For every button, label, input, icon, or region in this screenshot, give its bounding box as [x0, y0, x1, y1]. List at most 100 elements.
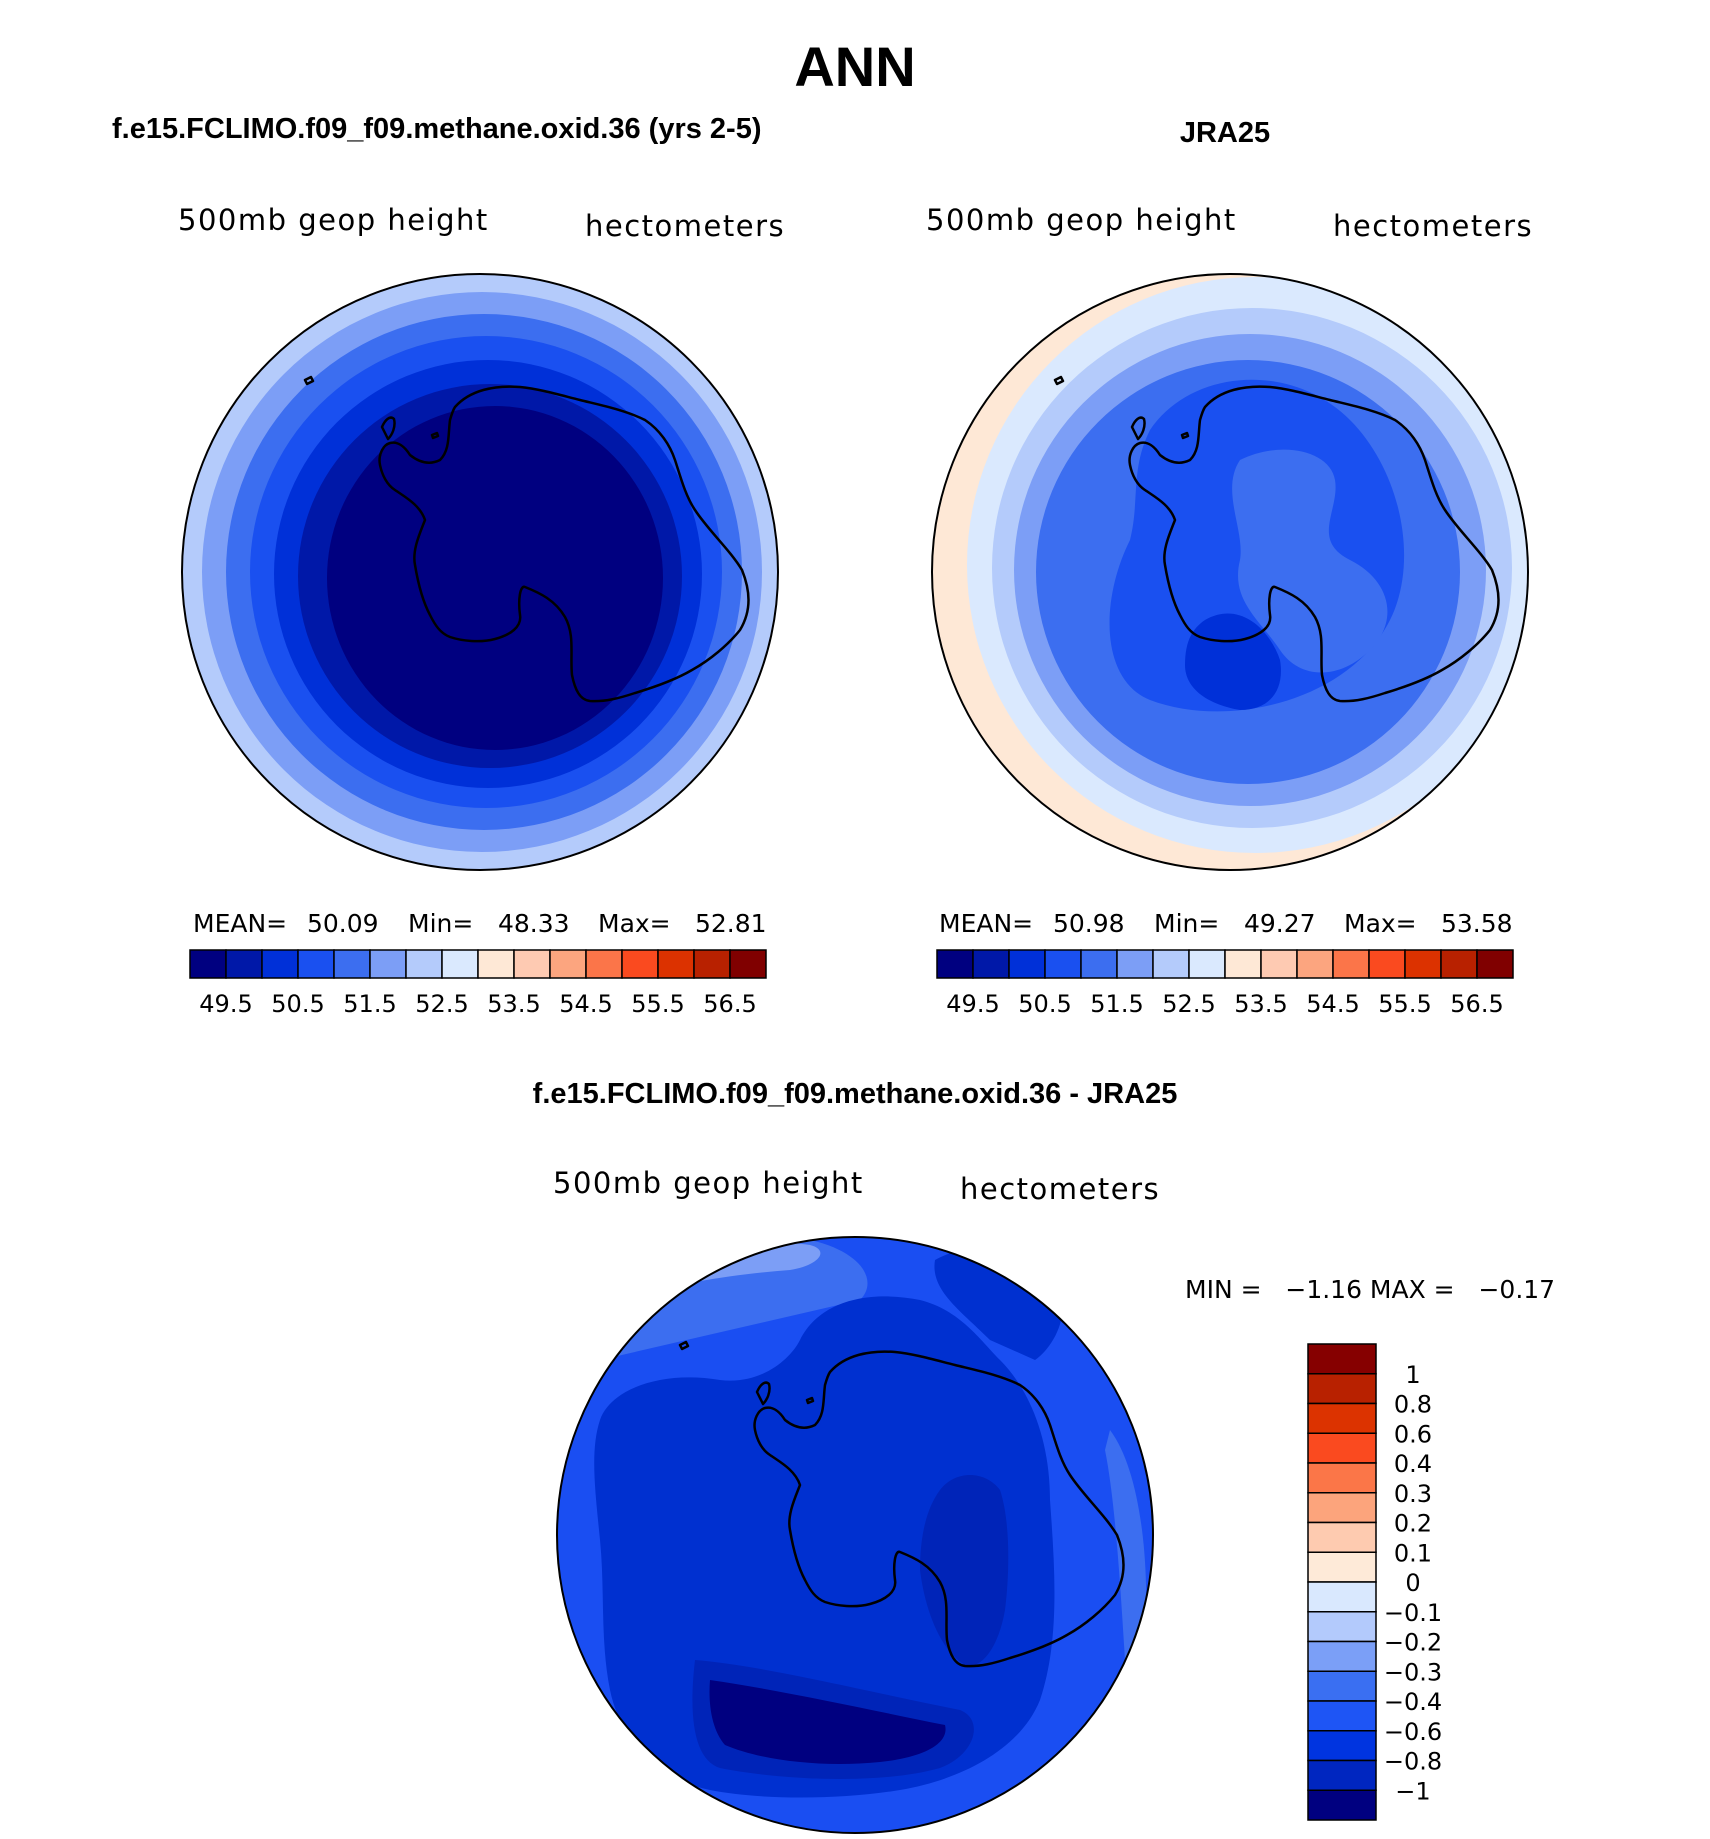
panel-model-mean-label: MEAN=	[193, 909, 287, 938]
colorbar-box	[1307, 1521, 1377, 1553]
colorbar-box	[1404, 949, 1442, 979]
colorbar-tick-label: 1	[1405, 1361, 1420, 1389]
colorbar-tick-label: 56.5	[703, 990, 756, 1018]
colorbar-tick-label: 54.5	[1306, 990, 1359, 1018]
contour-band	[709, 1680, 946, 1765]
panel-model-units-label: hectometers	[585, 209, 785, 243]
colorbar-tick-label: 50.5	[1018, 990, 1071, 1018]
colorbar-tick-label: 52.5	[415, 990, 468, 1018]
colorbar-tick-label: −0.3	[1384, 1658, 1442, 1686]
colorbar-tick-label: 55.5	[631, 990, 684, 1018]
panel-obs-mean-label: MEAN=	[939, 909, 1033, 938]
panel-obs-min-label: Min=	[1154, 909, 1219, 938]
colorbar-box	[477, 949, 515, 979]
colorbar-box	[729, 949, 767, 979]
colorbar-box	[1307, 1373, 1377, 1405]
contour-band	[1105, 1430, 1147, 1660]
colorbar-box	[1044, 949, 1082, 979]
colorbar-tick-label: 53.5	[1234, 990, 1287, 1018]
colorbar-box	[1307, 1581, 1377, 1613]
colorbar-tick-label: 0.2	[1394, 1510, 1432, 1538]
colorbar-box	[1476, 949, 1514, 979]
colorbar-tick-label: 0.6	[1394, 1420, 1432, 1448]
colorbar-box	[1307, 1700, 1377, 1732]
page-title: ANN	[794, 35, 915, 98]
colorbar-box	[1307, 1462, 1377, 1494]
colorbar-tick-label: 0.1	[1394, 1539, 1432, 1567]
colorbar-tick-label: −0.2	[1384, 1629, 1442, 1657]
colorbar-tick-label: 50.5	[271, 990, 324, 1018]
colorbar-box	[1152, 949, 1190, 979]
panel-diff-title: f.e15.FCLIMO.f09_f09.methane.oxid.36 - J…	[533, 1078, 1178, 1110]
panel-diff-minmax: MIN = −1.16 MAX = −0.17	[1185, 1275, 1555, 1304]
colorbar-box	[333, 949, 371, 979]
colorbar-box	[261, 949, 299, 979]
panel-model-max-label: Max=	[598, 909, 671, 938]
colorbar-box	[297, 949, 335, 979]
panel-diff-units-label: hectometers	[960, 1172, 1160, 1206]
colorbar-box	[585, 949, 623, 979]
colorbar-box	[225, 949, 263, 979]
colorbar-box	[1008, 949, 1046, 979]
colorbar-box	[1307, 1670, 1377, 1702]
colorbar-tick-label: 53.5	[487, 990, 540, 1018]
colorbar-box	[1307, 1640, 1377, 1672]
colorbar-box	[1224, 949, 1262, 979]
contour-band	[920, 1475, 1009, 1666]
colorbar-box	[513, 949, 551, 979]
colorbar-tick-label: −0.6	[1384, 1718, 1442, 1746]
panel-model-title: f.e15.FCLIMO.f09_f09.methane.oxid.36 (yr…	[112, 113, 762, 145]
colorbar-tick-label: 0	[1405, 1569, 1420, 1597]
colorbar-box	[1307, 1432, 1377, 1464]
contour-band	[1185, 613, 1281, 710]
colorbar-box	[1332, 949, 1370, 979]
colorbar-box	[189, 949, 227, 979]
colorbar-box	[1296, 949, 1334, 979]
panel-model-min-label: Min=	[408, 909, 473, 938]
colorbar-tick-label: −0.8	[1384, 1748, 1442, 1776]
colorbar-model: 49.5 50.5 51.5 52.5 53.5 54.5 55.5 56.5	[189, 949, 767, 1018]
colorbar-box	[1307, 1551, 1377, 1583]
colorbar-tick-label: 55.5	[1378, 990, 1431, 1018]
colorbar-box	[1440, 949, 1478, 979]
colorbar-box	[936, 949, 974, 979]
colorbar-tick-label: 49.5	[946, 990, 999, 1018]
colorbar-box	[693, 949, 731, 979]
colorbar-box	[1307, 1611, 1377, 1643]
map-diff	[557, 1237, 1153, 1833]
colorbar-tick-label: −0.1	[1384, 1599, 1442, 1627]
panel-obs-mean-value: 50.98	[1053, 909, 1125, 938]
colorbar-box	[369, 949, 407, 979]
panel-obs-title: JRA25	[1180, 117, 1270, 149]
colorbar-tick-label: −1	[1395, 1777, 1430, 1805]
colorbar-box	[657, 949, 695, 979]
map-model	[182, 274, 778, 870]
colorbar-tick-label: 0.8	[1394, 1391, 1432, 1419]
panel-model-min-value: 48.33	[498, 909, 570, 938]
panel-model: f.e15.FCLIMO.f09_f09.methane.oxid.36 (yr…	[112, 113, 785, 1018]
colorbar-box	[1307, 1343, 1377, 1375]
colorbar-tick-label: 52.5	[1162, 990, 1215, 1018]
colorbar-tick-label: −0.4	[1384, 1688, 1442, 1716]
panel-model-mean-value: 50.09	[307, 909, 379, 938]
colorbar-tick-label: 51.5	[343, 990, 396, 1018]
colorbar-tick-label: 49.5	[199, 990, 252, 1018]
colorbar-box	[1188, 949, 1226, 979]
map-obs	[932, 274, 1528, 870]
colorbar-box	[972, 949, 1010, 979]
panel-obs-units-label: hectometers	[1333, 209, 1533, 243]
colorbar-box	[1260, 949, 1298, 979]
panel-obs-min-value: 49.27	[1244, 909, 1316, 938]
map-model-border	[181, 273, 779, 871]
map-diff-border	[556, 1236, 1154, 1834]
colorbar-tick-label: 54.5	[559, 990, 612, 1018]
colorbar-box	[1116, 949, 1154, 979]
colorbar-tick-label: 0.3	[1394, 1480, 1432, 1508]
panel-model-max-value: 52.81	[695, 909, 767, 938]
colorbar-box	[621, 949, 659, 979]
colorbar-box	[1080, 949, 1118, 979]
panel-diff-variable-label: 500mb geop height	[553, 1166, 864, 1200]
colorbar-obs: 49.5 50.5 51.5 52.5 53.5 54.5 55.5 56.5	[936, 949, 1514, 1018]
map-obs-border	[931, 273, 1529, 871]
